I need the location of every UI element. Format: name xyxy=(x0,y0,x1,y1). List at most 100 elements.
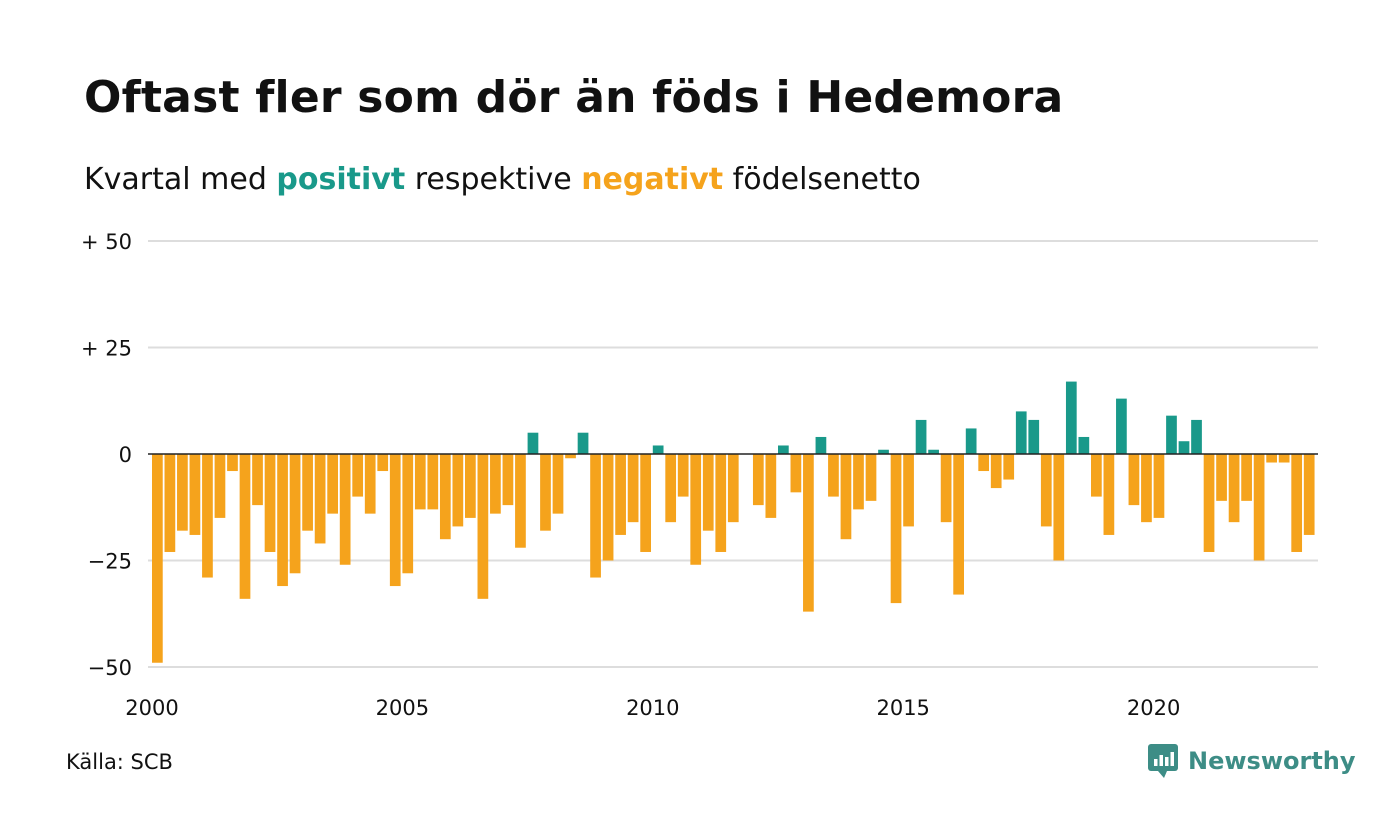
bar xyxy=(1116,398,1127,454)
x-tick-label: 2005 xyxy=(376,696,429,720)
bar xyxy=(615,454,626,535)
chart-title: Oftast fler som dör än föds i Hedemora xyxy=(84,72,1064,123)
bar xyxy=(577,432,589,454)
bar xyxy=(1228,454,1240,523)
bar xyxy=(1291,454,1303,552)
bar xyxy=(202,454,213,578)
bar xyxy=(264,454,276,552)
bar xyxy=(227,454,238,472)
bar xyxy=(1153,454,1165,518)
bar xyxy=(1040,454,1052,527)
bar xyxy=(665,454,677,523)
bar xyxy=(1241,454,1252,501)
bar xyxy=(590,454,601,578)
y-tick-label: −50 xyxy=(88,656,132,680)
bar xyxy=(752,454,764,506)
bar xyxy=(677,454,689,497)
x-tick-label: 2015 xyxy=(876,696,929,720)
subtitle-middle: respektive xyxy=(405,162,582,197)
bar xyxy=(1253,454,1265,561)
newsworthy-logo-icon xyxy=(1148,744,1178,778)
bar xyxy=(1015,411,1027,454)
bar xyxy=(853,454,864,510)
y-tick-label: + 25 xyxy=(81,337,132,361)
bar xyxy=(965,428,977,454)
bar xyxy=(164,454,176,552)
y-tick-label: 0 xyxy=(119,443,132,467)
chart-subtitle: Kvartal med positivt respektive negativt… xyxy=(84,162,921,197)
bar xyxy=(878,449,889,454)
subtitle-positive-word: positivt xyxy=(276,162,406,197)
bar xyxy=(1091,454,1102,497)
subtitle-negative-word: negativt xyxy=(581,162,724,197)
bar xyxy=(277,454,288,587)
y-tick-label: + 50 xyxy=(81,230,132,254)
bar xyxy=(1053,454,1065,561)
bar xyxy=(1003,454,1015,480)
bar xyxy=(1203,454,1215,552)
bar xyxy=(252,454,263,506)
bar xyxy=(540,454,551,531)
bar xyxy=(915,419,927,454)
bar xyxy=(314,454,326,544)
bar xyxy=(1141,454,1152,523)
bar xyxy=(152,454,163,663)
bar xyxy=(490,454,501,514)
bar xyxy=(352,454,364,497)
bar xyxy=(765,454,777,518)
bar xyxy=(865,454,877,501)
y-tick-label: −25 xyxy=(88,550,132,574)
subtitle-suffix: födelsenetto xyxy=(723,162,921,197)
bar xyxy=(177,454,188,531)
x-tick-label: 2000 xyxy=(125,696,178,720)
bar xyxy=(502,454,514,506)
x-tick-label: 2010 xyxy=(626,696,679,720)
bar xyxy=(890,454,902,604)
bar xyxy=(515,454,526,548)
bar xyxy=(427,454,439,510)
bar xyxy=(1103,454,1115,535)
bar xyxy=(978,454,990,472)
x-tick-label: 2020 xyxy=(1127,696,1180,720)
bar xyxy=(377,454,389,472)
bar xyxy=(1216,454,1227,501)
bar xyxy=(778,445,789,454)
bar xyxy=(527,432,539,454)
bar xyxy=(1028,419,1040,454)
bar xyxy=(652,445,664,454)
bar xyxy=(465,454,476,518)
source-note: Källa: SCB xyxy=(66,750,173,774)
bar xyxy=(1166,415,1177,454)
bar xyxy=(727,454,739,523)
bar xyxy=(339,454,351,565)
bar xyxy=(1266,454,1277,463)
brand-name: Newsworthy xyxy=(1188,747,1356,775)
bar xyxy=(189,454,201,535)
bar xyxy=(815,436,827,454)
bar xyxy=(715,454,727,552)
bar xyxy=(702,454,714,531)
bar xyxy=(402,454,414,574)
bar xyxy=(940,454,952,523)
bar xyxy=(214,454,226,518)
bar xyxy=(602,454,614,561)
subtitle-prefix: Kvartal med xyxy=(84,162,277,197)
bar xyxy=(627,454,639,523)
bar xyxy=(1078,436,1090,454)
bar xyxy=(828,454,839,497)
bar xyxy=(452,454,464,527)
bar xyxy=(690,454,702,565)
bar xyxy=(903,454,914,527)
bar xyxy=(1191,419,1202,454)
bar xyxy=(364,454,376,514)
bar xyxy=(302,454,313,531)
bar xyxy=(840,454,852,540)
bar xyxy=(640,454,651,552)
bar xyxy=(1303,454,1315,535)
bar xyxy=(389,454,401,587)
bar xyxy=(289,454,301,574)
bar xyxy=(1065,381,1077,454)
bar xyxy=(477,454,489,599)
bar xyxy=(1178,441,1190,454)
